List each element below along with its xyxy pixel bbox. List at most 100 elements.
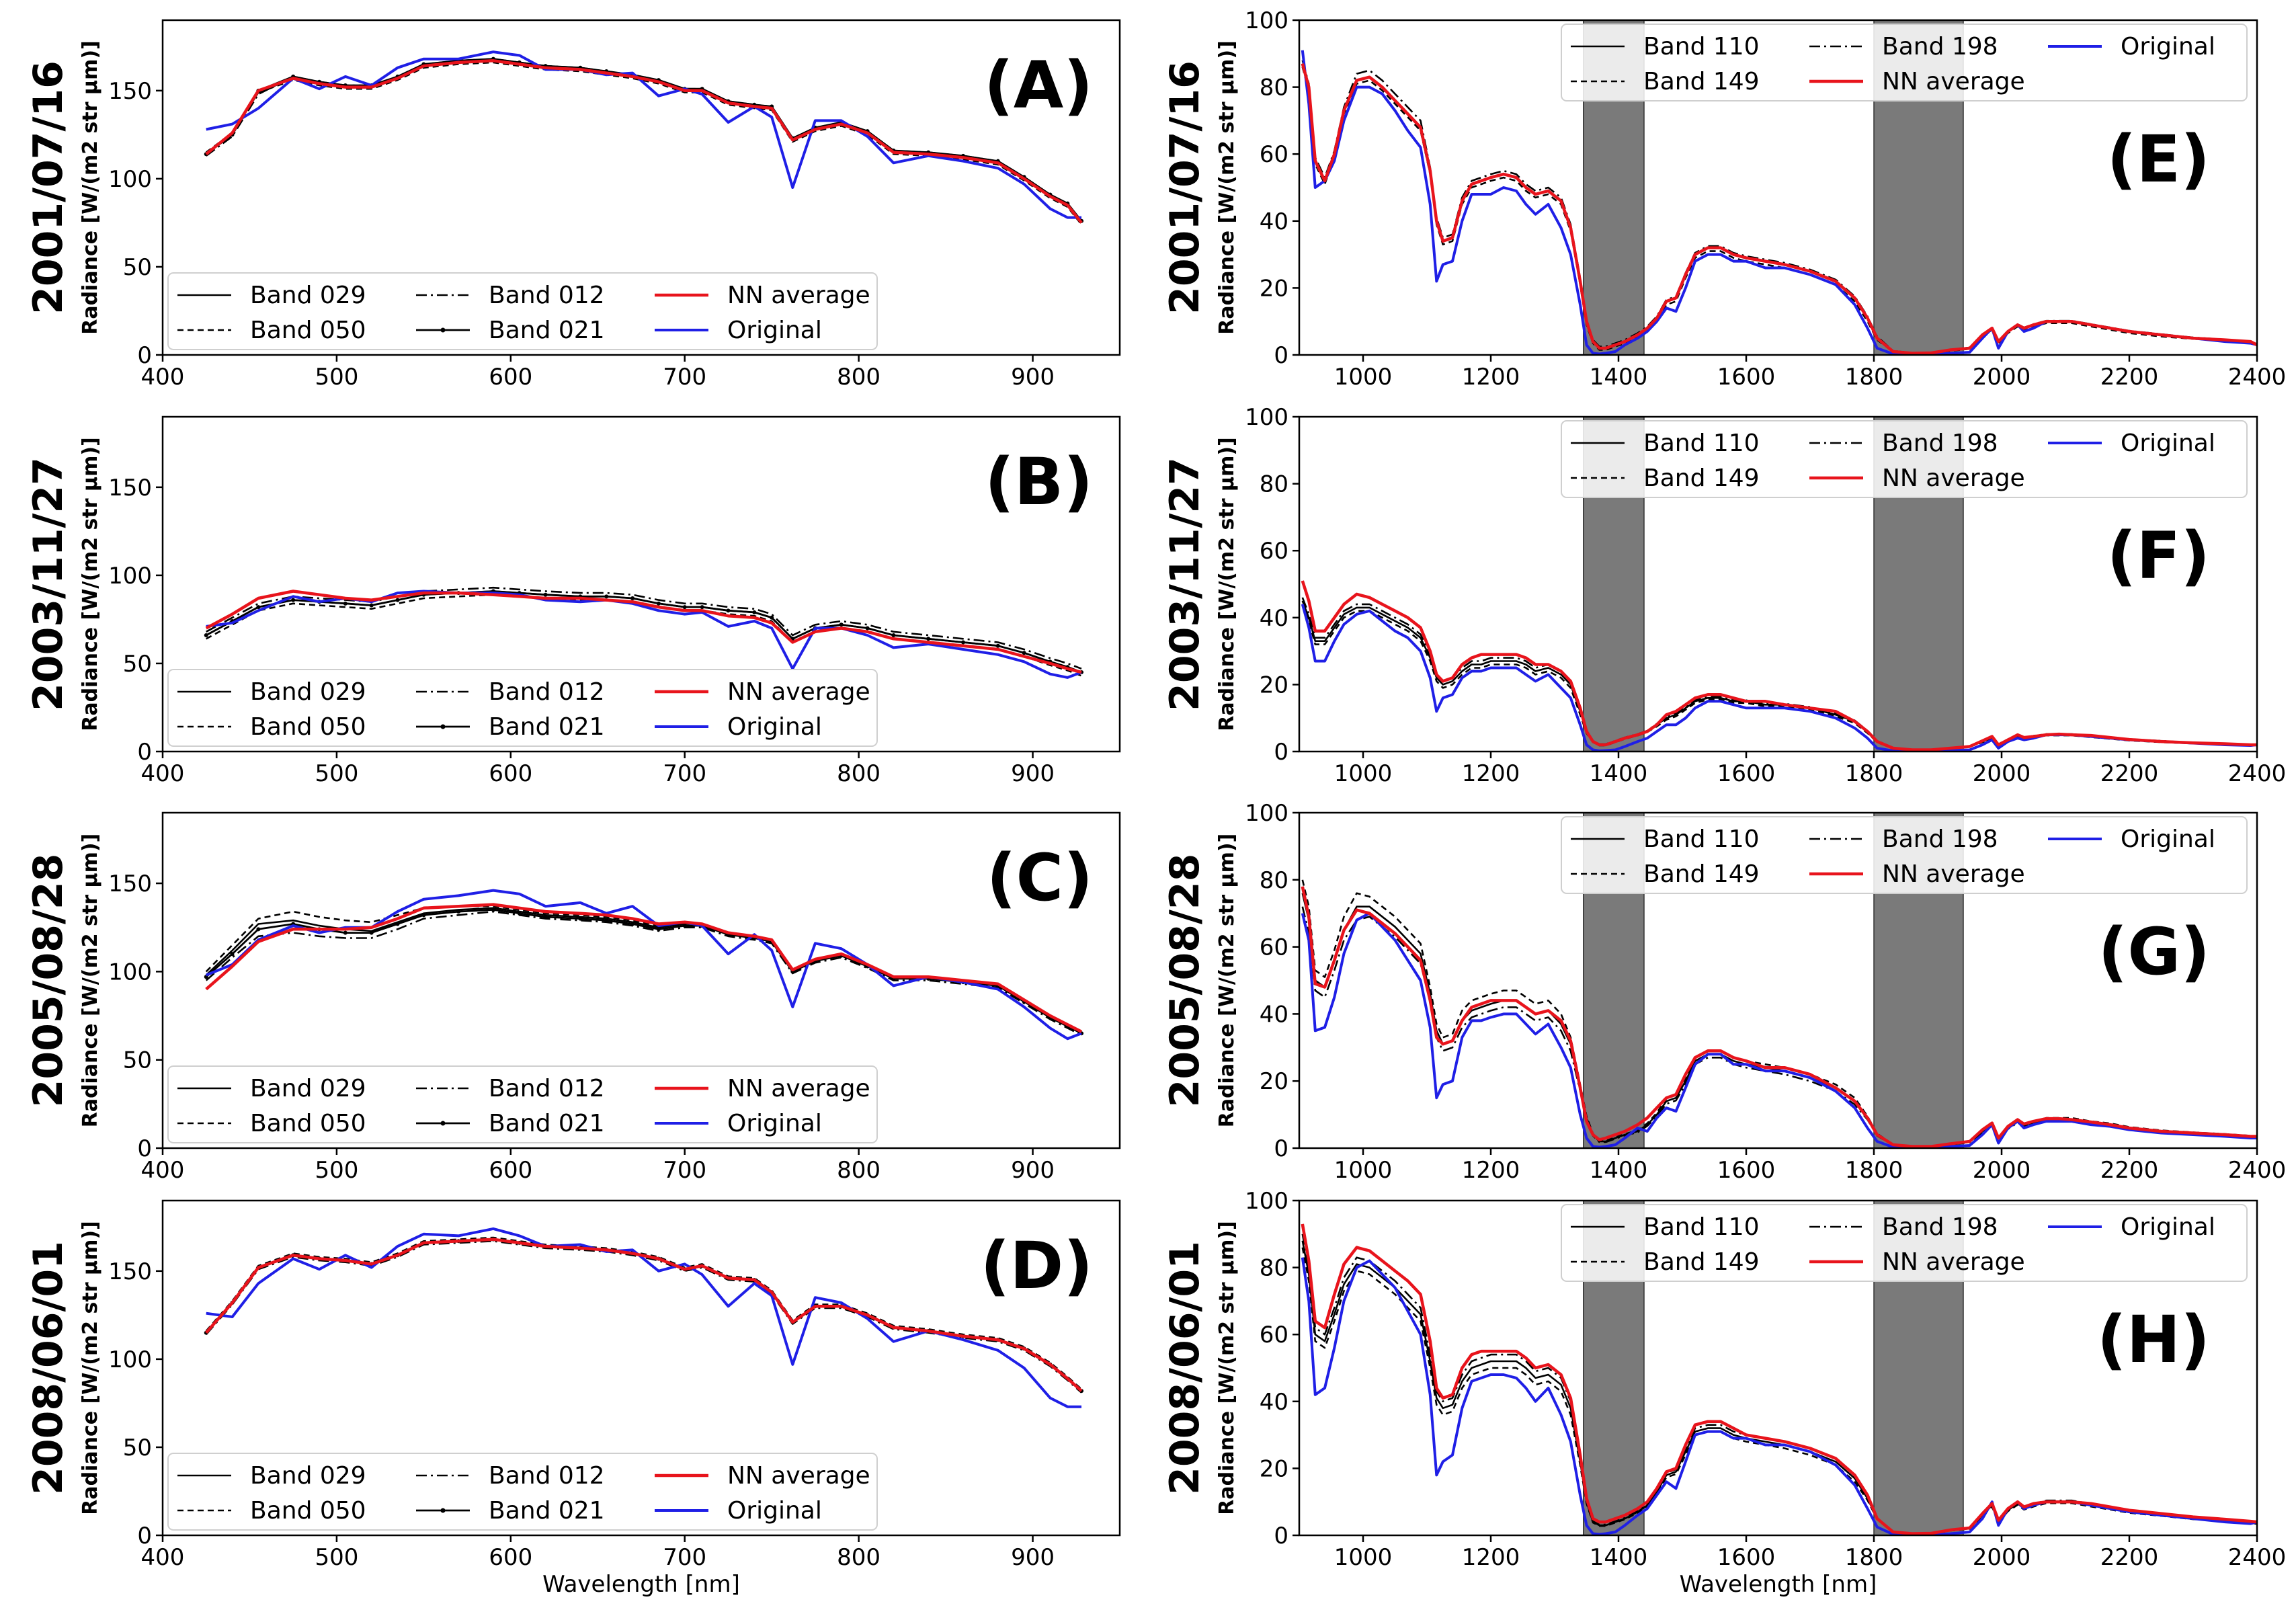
panel-f: 1000 1200 1400 1600 1800 2000 2200 2400 0 20 40 60 8… (1161, 404, 2286, 787)
x-tick-label: 1000 (1334, 1157, 1393, 1184)
x-tick-label: 600 (489, 760, 532, 787)
x-tick-label: 1000 (1334, 1544, 1393, 1571)
x-tick-label: 500 (315, 760, 358, 787)
x-tick-label: 800 (837, 760, 880, 787)
legend-label-original: Original (2121, 1213, 2215, 1241)
series-nn-average (205, 59, 1083, 224)
panel-label: (H) (2097, 1302, 2210, 1377)
y-tick-label: 40 (1260, 1001, 1288, 1028)
legend-label-nn-average: NN average (1882, 464, 2025, 492)
series-marker-band-021 (491, 907, 495, 912)
series-marker-band-021 (369, 603, 374, 608)
legend-label-nn-average: NN average (1882, 68, 2025, 95)
legend-label-nn-average: NN average (1882, 860, 2025, 888)
y-tick-label: 0 (1274, 1523, 1288, 1549)
x-tick-label: 1600 (1717, 1157, 1776, 1184)
series-marker-band-021 (752, 610, 757, 614)
plot-frame (1298, 19, 2258, 356)
y-axis-label: Radiance [W/(m2 str µm)] (1215, 1221, 1239, 1515)
legend-label-band-050: Band 050 (250, 713, 366, 741)
series-marker-band-021 (865, 626, 870, 631)
legend-label-band-198: Band 198 (1882, 430, 1998, 457)
legend-label-band-198: Band 198 (1882, 33, 1998, 60)
panel-label: (E) (2107, 122, 2210, 197)
date-label: 2001/07/16 (1161, 60, 1208, 315)
legend-label-band-012: Band 012 (489, 1075, 605, 1102)
x-tick-label: 900 (1011, 1544, 1055, 1571)
legend-label-original: Original (727, 1110, 822, 1137)
series-marker-band-021 (369, 930, 374, 935)
legend-label-band-021: Band 021 (489, 317, 605, 344)
x-tick-label: 2000 (1973, 1157, 2031, 1184)
x-tick-label: 400 (141, 1544, 185, 1571)
legend-frame (1561, 816, 2248, 894)
plot-frame (161, 811, 1121, 1149)
x-tick-label: 1800 (1845, 1157, 1903, 1184)
y-tick-label: 100 (108, 166, 152, 193)
y-tick-label: 40 (1260, 208, 1288, 235)
legend-marker-band-021 (440, 327, 446, 333)
legend-marker-band-021 (440, 1508, 446, 1513)
series-band-021 (206, 590, 1082, 674)
y-tick-label: 150 (108, 78, 152, 105)
series-marker-band-021 (960, 640, 965, 645)
series-original (1301, 912, 2257, 1148)
x-tick-label: 1200 (1462, 1157, 1520, 1184)
series-nn-average (1301, 580, 2257, 752)
x-tick-label: 900 (1011, 364, 1055, 391)
legend-label-band-050: Band 050 (250, 317, 366, 344)
y-tick-label: 0 (1274, 1135, 1288, 1162)
series-marker-band-021 (630, 922, 635, 926)
y-tick-label: 80 (1260, 75, 1288, 102)
panel-b: 400 500 600 700 800 900 0 50 100 150 Radiance [W/(… (25, 415, 1121, 787)
y-tick-label: 100 (1245, 800, 1288, 827)
series-marker-band-021 (291, 598, 296, 602)
series-marker-band-021 (682, 924, 687, 928)
x-tick-label: 700 (663, 364, 706, 391)
date-label: 2003/11/27 (1161, 457, 1208, 711)
y-axis-label: Radiance [W/(m2 str µm)] (79, 1221, 102, 1515)
series-original (1301, 50, 2257, 355)
legend-label-original: Original (727, 1497, 822, 1525)
series-marker-band-021 (343, 930, 347, 935)
panel-label: (C) (987, 840, 1093, 916)
legend-frame (1561, 1204, 2248, 1282)
y-tick-label: 0 (1274, 342, 1288, 369)
y-tick-label: 0 (137, 1523, 152, 1549)
legend-e: Band 110 Band 149 Band 198 NN average Origin… (1561, 24, 2248, 102)
legend-c: Band 029 Band 050 Band 012 Band 021 NN avera… (167, 1065, 878, 1143)
y-axis-label: Radiance [W/(m2 str µm)] (1215, 437, 1239, 731)
legend-label-band-012: Band 012 (489, 282, 605, 309)
legend-label-original: Original (2121, 825, 2215, 853)
x-tick-label: 1800 (1845, 760, 1903, 787)
legend-label-original: Original (727, 317, 822, 344)
x-tick-label: 1800 (1845, 1544, 1903, 1571)
legend-h: Band 110 Band 149 Band 198 NN average Origin… (1561, 1204, 2248, 1282)
plot-frame (1298, 1199, 2258, 1537)
legend-label-nn-average: NN average (1882, 1248, 2025, 1276)
series-marker-band-021 (656, 601, 661, 606)
x-tick-label: 2400 (2228, 760, 2287, 787)
x-tick-label: 700 (663, 760, 706, 787)
x-tick-label: 1200 (1462, 760, 1520, 787)
x-tick-label: 500 (315, 1157, 358, 1184)
legend-label-band-198: Band 198 (1882, 1213, 1998, 1241)
x-tick-label: 1200 (1462, 1544, 1520, 1571)
series-band-149 (1301, 604, 2257, 752)
legend-label-band-110: Band 110 (1643, 1213, 1760, 1241)
x-tick-label: 600 (489, 364, 532, 391)
y-axis-label: Radiance [W/(m2 str µm)] (79, 437, 102, 731)
x-tick-label: 2200 (2100, 1157, 2159, 1184)
x-tick-label: 1400 (1590, 760, 1648, 787)
series-nn-average (1301, 886, 2257, 1148)
legend-label-nn-average: NN average (727, 1462, 870, 1490)
y-tick-label: 150 (108, 1258, 152, 1285)
legend-label-band-012: Band 012 (489, 1462, 605, 1490)
series-marker-band-021 (682, 605, 687, 610)
x-tick-label: 2000 (1973, 1544, 2031, 1571)
panel-g: 1000 1200 1400 1600 1800 2000 2200 2400 0 20 40 60 8… (1161, 800, 2286, 1184)
legend-label-band-149: Band 149 (1643, 860, 1760, 888)
series-marker-band-021 (995, 643, 1000, 648)
y-tick-label: 0 (137, 342, 152, 369)
x-tick-label: 900 (1011, 1157, 1055, 1184)
